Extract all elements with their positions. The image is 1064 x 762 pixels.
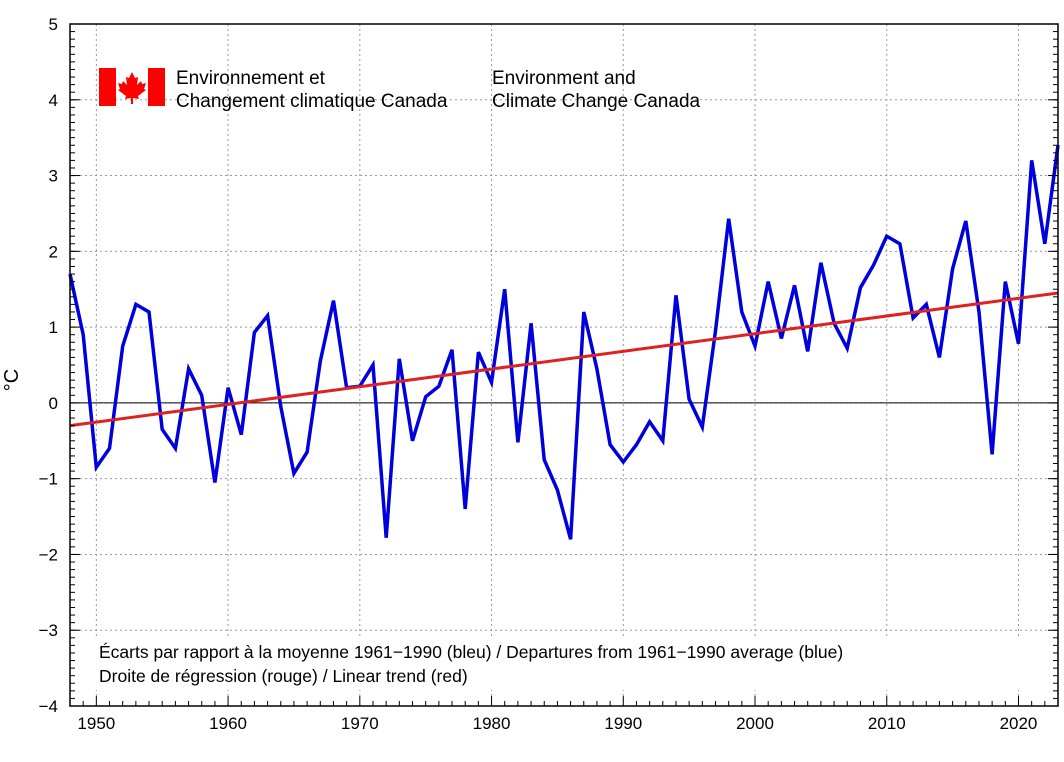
y-tick-label: 3 xyxy=(49,167,58,186)
y-tick-label: 1 xyxy=(49,318,58,337)
x-tick-label: 1990 xyxy=(604,714,642,733)
y-tick-label: 4 xyxy=(49,91,58,110)
y-tick-label: 2 xyxy=(49,242,58,261)
y-tick-label: 5 xyxy=(49,15,58,34)
x-tick-label: 1960 xyxy=(209,714,247,733)
x-tick-label: 1970 xyxy=(341,714,379,733)
logo-fr-line2: Changement climatique Canada xyxy=(176,91,448,112)
linear-trend-line xyxy=(70,293,1058,426)
y-axis-label: °C xyxy=(1,369,23,391)
annotation-trend: Droite de régression (rouge) / Linear tr… xyxy=(99,666,468,686)
grid-lines xyxy=(70,24,1058,706)
series-layer xyxy=(70,145,1058,539)
logo-fr-line1: Environnement et xyxy=(176,68,326,89)
y-tick-label: −4 xyxy=(39,697,58,716)
y-tick-label: −2 xyxy=(39,545,58,564)
axis-ticks xyxy=(70,24,1058,706)
y-tick-label: −1 xyxy=(39,470,58,489)
x-tick-label: 1950 xyxy=(77,714,115,733)
annotation-departures: Écarts par rapport à la moyenne 1961−199… xyxy=(99,642,843,662)
plot-frame xyxy=(70,24,1058,706)
y-tick-label: 0 xyxy=(49,394,58,413)
x-tick-label: 2020 xyxy=(1000,714,1038,733)
logo-en-line2: Climate Change Canada xyxy=(492,91,701,112)
x-tick-label: 2010 xyxy=(868,714,906,733)
canada-flag-icon xyxy=(99,68,165,106)
y-tick-label: −3 xyxy=(39,621,58,640)
eccc-logo: Environnement et Changement climatique C… xyxy=(99,68,701,112)
x-tick-label: 2000 xyxy=(736,714,774,733)
x-tick-label: 1980 xyxy=(473,714,511,733)
logo-en-line1: Environment and xyxy=(492,68,636,89)
departures-line xyxy=(70,145,1058,539)
